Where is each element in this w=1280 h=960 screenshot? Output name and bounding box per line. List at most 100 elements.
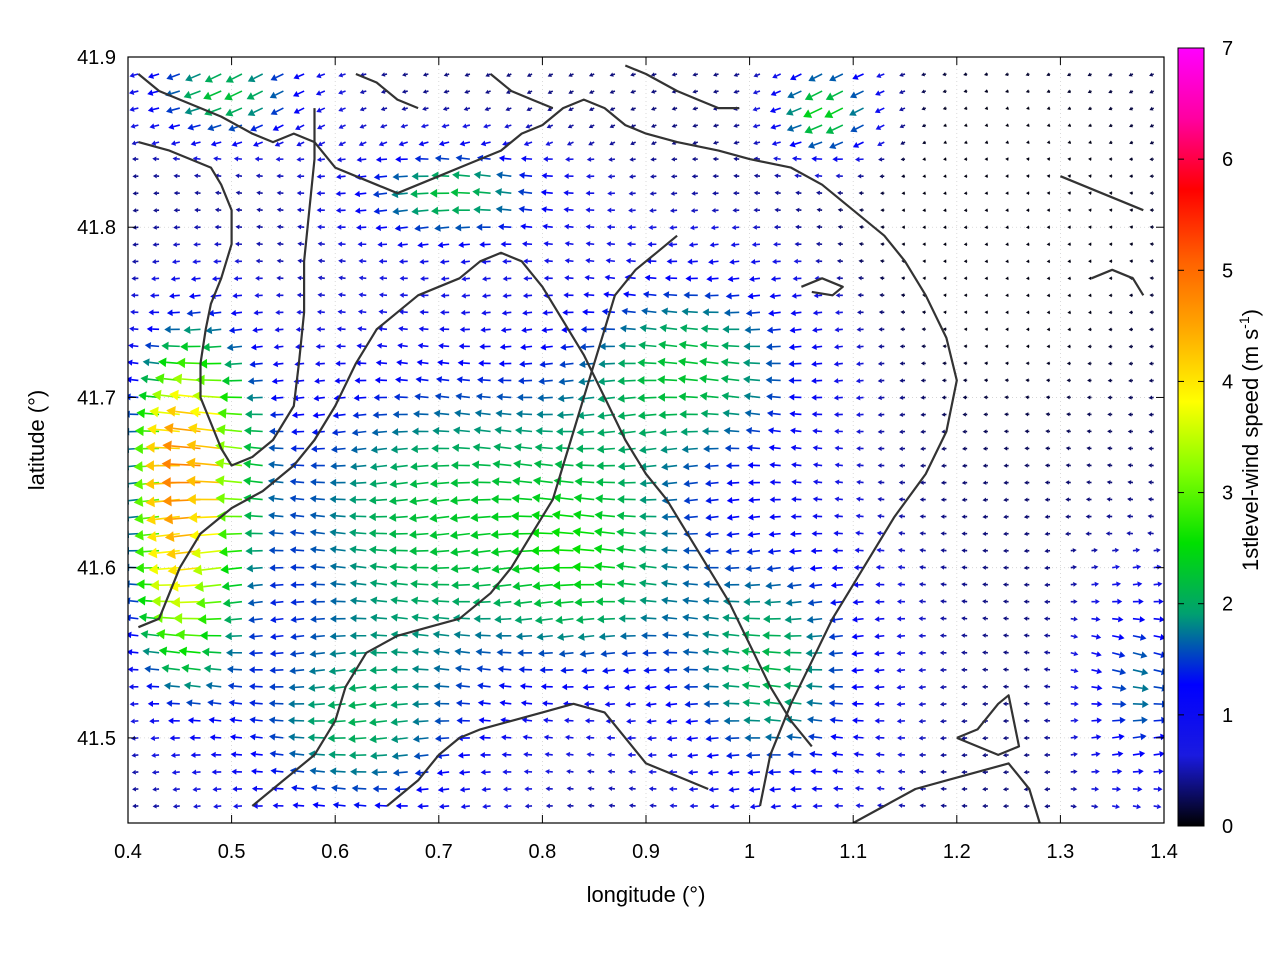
wind-vector [899,412,906,417]
wind-vector [1025,378,1030,383]
wind-vector [626,735,636,741]
wind-vector [774,190,781,196]
colorbar-label-sup: -1 [1236,316,1252,329]
wind-vector [982,565,988,570]
wind-vector [146,531,180,542]
wind-vector [587,786,595,792]
wind-vector [523,769,533,775]
wind-vector [939,684,947,690]
colorbar-gradient [1178,48,1204,826]
wind-vector [900,310,906,315]
wind-vector [785,598,802,607]
wind-vector [375,156,388,163]
wind-vector [585,207,595,213]
wind-vector [639,495,657,504]
wind-vector [162,440,201,452]
wind-vector [311,445,325,453]
wind-vector [1002,803,1009,809]
wind-vector [856,344,864,350]
wind-vector [832,156,843,163]
wind-vector [233,156,243,162]
wind-vector [741,681,761,690]
wind-vector [555,615,574,625]
wind-vector [395,155,408,163]
wind-vector [519,683,533,690]
wind-vector [644,274,657,282]
wind-vector [642,649,657,657]
wind-vector [806,699,823,707]
wind-vector [130,309,139,315]
wind-vector [855,156,864,163]
wind-vector [1043,735,1051,741]
wind-vector [1087,106,1092,111]
wind-vector [522,292,533,299]
wind-vector [214,207,222,213]
wind-vector [491,564,512,574]
wind-vector [790,444,802,451]
wind-vector [543,734,553,741]
wind-vector [922,157,926,162]
wind-vector [1148,446,1154,451]
wind-vector [460,258,470,265]
wind-vector [390,596,408,605]
wind-vector [875,90,885,96]
wind-vector [577,632,595,641]
wind-vector [849,107,864,116]
wind-vector [1065,463,1071,468]
wind-vector [1112,668,1127,676]
wind-vector [309,528,325,537]
wind-vector [816,207,823,213]
wind-vector [1002,786,1009,792]
wind-vector [704,547,719,555]
wind-vector [699,391,719,401]
wind-vector [479,751,491,759]
wind-vector [128,666,139,673]
wind-vector [790,786,802,793]
wind-vector [834,479,843,485]
wind-vector [732,207,740,213]
wind-vector [767,427,781,434]
wind-vector [288,750,305,758]
wind-vector [670,191,678,196]
wind-vector [669,225,678,231]
wind-vector [128,342,139,349]
wind-vector [1132,633,1147,641]
wind-vector [317,292,325,298]
wind-vector [961,531,968,536]
wind-vector [519,360,533,368]
wind-vector [317,275,325,281]
wind-vector [1108,123,1113,128]
wind-vector [721,664,740,673]
wind-vector [310,478,325,486]
wind-vector [169,735,180,742]
wind-vector [175,629,201,641]
wind-vector [146,325,160,333]
wind-vector [297,224,305,230]
wind-vector [638,528,657,538]
wind-vector [316,173,325,180]
wind-vector [961,701,968,707]
wind-vector [828,666,843,674]
wind-vector [430,580,450,589]
wind-vector [194,207,201,213]
wind-vector [350,767,367,776]
wind-vector [689,225,698,231]
wind-vector [877,496,885,502]
wind-vector [192,156,201,162]
wind-vector [804,124,823,134]
wind-vector [460,309,470,316]
wind-vector [252,803,263,809]
wind-vector [192,390,222,402]
wind-vector [940,514,947,519]
wind-vector [451,205,470,215]
wind-vector [606,241,615,247]
wind-vector [153,208,160,213]
wind-vector [940,548,947,553]
wind-vector [762,698,781,707]
wind-vector [400,123,408,129]
wind-vector [1148,378,1154,383]
wind-vector [649,208,657,213]
wind-vector [433,699,450,708]
wind-vector [805,682,823,691]
wind-vector [147,424,180,435]
